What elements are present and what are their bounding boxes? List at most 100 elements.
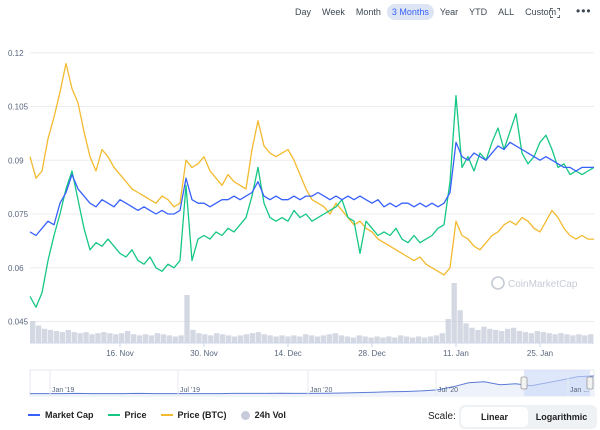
volume-bar [113,334,119,343]
y-axis: 0.045 0.06 0.075 0.09 0.105 0.12 [8,49,29,327]
legend-item-price[interactable]: Price [107,410,147,420]
navigator-selection[interactable] [524,370,590,396]
volume-bar [451,283,457,343]
y-tick-label: 0.045 [8,318,29,327]
range-button-ytd[interactable]: YTD [469,7,488,17]
volume-bar [409,337,416,343]
y-tick-label: 0.12 [8,49,24,58]
volume-bar [255,332,261,343]
y-tick-label: 0.105 [8,103,29,112]
volume-bar [552,334,558,343]
volume-bar [510,327,517,343]
volume-bar [362,336,368,343]
volume-bar [65,329,71,343]
volume-bar [487,328,493,343]
volume-bar [404,336,410,343]
y-tick-label: 0.09 [8,156,24,165]
scale-option-logarithmic[interactable]: Logarithmic [535,412,588,422]
more-options-icon[interactable]: ••• [576,4,592,18]
volume-bar [326,334,333,343]
volume-bar [237,335,244,343]
volume-bar [445,319,451,343]
watermark: CoinMarketCap [491,276,578,290]
navigator-right-handle[interactable] [586,376,594,390]
navigator-label: Jan '19 [52,387,74,394]
navigator-label: Jul '20 [438,387,458,394]
volume-bar [148,335,155,343]
volume-bar [101,332,107,343]
scale-toggle: Linear Logarithmic [459,405,597,429]
navigator-line [30,375,595,395]
volume-bar [190,329,196,343]
scale-option-linear[interactable]: Linear [461,407,528,427]
volume-bar [53,331,60,343]
volume-bar [231,336,238,343]
volume-bar [516,331,523,343]
volume-bars [30,283,594,343]
volume-bar [249,333,255,343]
x-tick-label: 11. Jan [443,349,469,358]
legend-label: 24h Vol [254,410,286,420]
volume-bar [534,331,540,343]
legend-item-price-btc[interactable]: Price (BTC) [160,410,227,420]
legend-label: Market Cap [45,410,94,420]
volume-bar [475,329,481,343]
legend-label: Price (BTC) [177,410,227,420]
volume-bar [332,333,339,343]
volume-bar [107,333,113,343]
navigator-label: Jul '19 [180,387,200,394]
range-button-3-months[interactable]: 3 Months [386,4,434,20]
volume-bar [493,329,499,343]
volume-bar [433,335,440,343]
chart-legend: Market Cap Price Price (BTC) 24h Vol [28,406,300,424]
x-tick-label: 25. Jan [527,349,553,358]
legend-item-24h-vol[interactable]: 24h Vol [240,410,286,420]
time-range-selector: Day Week Month 3 Months Year YTD ALL Custom [290,2,556,22]
legend-marker-icon [28,414,40,416]
volume-bar [427,336,434,343]
grid-lines [30,52,594,322]
range-button-day[interactable]: Day [295,7,312,17]
volume-bar [392,337,398,343]
range-button-month[interactable]: Month [355,7,381,17]
volume-bar [83,332,89,343]
navigator-area [30,376,594,396]
volume-bar [564,334,570,343]
navigator-left-handle[interactable] [520,376,528,390]
volume-bar [95,333,101,343]
navigator-label: Jan '20 [310,387,332,394]
legend-item-market-cap[interactable]: Market Cap [28,410,94,420]
volume-bar [202,334,208,343]
range-button-all[interactable]: ALL [498,7,515,17]
volume-bar [457,310,463,343]
volume-bar [386,336,392,343]
volume-bar [540,332,546,343]
volume-bar [166,335,172,343]
volume-bar [291,335,297,343]
range-button-custom[interactable]: Custom [525,7,557,17]
volume-bar [184,295,190,343]
series-line-price [29,95,595,308]
volume-bar [219,334,226,343]
volume-bar [124,331,131,343]
range-button-year[interactable]: Year [439,7,459,17]
volume-bar [439,333,445,343]
volume-bar [499,331,505,343]
volume-bar [178,335,184,343]
volume-bar [303,334,309,343]
volume-bar [35,325,42,343]
volume-bar [338,335,345,343]
volume-bar [142,334,149,343]
volume-bar [136,335,143,343]
range-button-week[interactable]: Week [322,7,345,17]
range-navigator[interactable]: Jan '19 Jul '19 Jan '20 Jul '20 Jan ... [29,369,595,397]
x-tick-label: 30. Nov [190,349,218,358]
volume-bar [89,334,95,343]
volume-bar [463,323,469,343]
x-tick-label: 28. Dec [358,349,386,358]
volume-bar [576,334,582,343]
volume-bar [273,336,279,343]
volume-bar [320,335,327,343]
volume-bar [214,333,220,343]
volume-bar [469,327,475,343]
